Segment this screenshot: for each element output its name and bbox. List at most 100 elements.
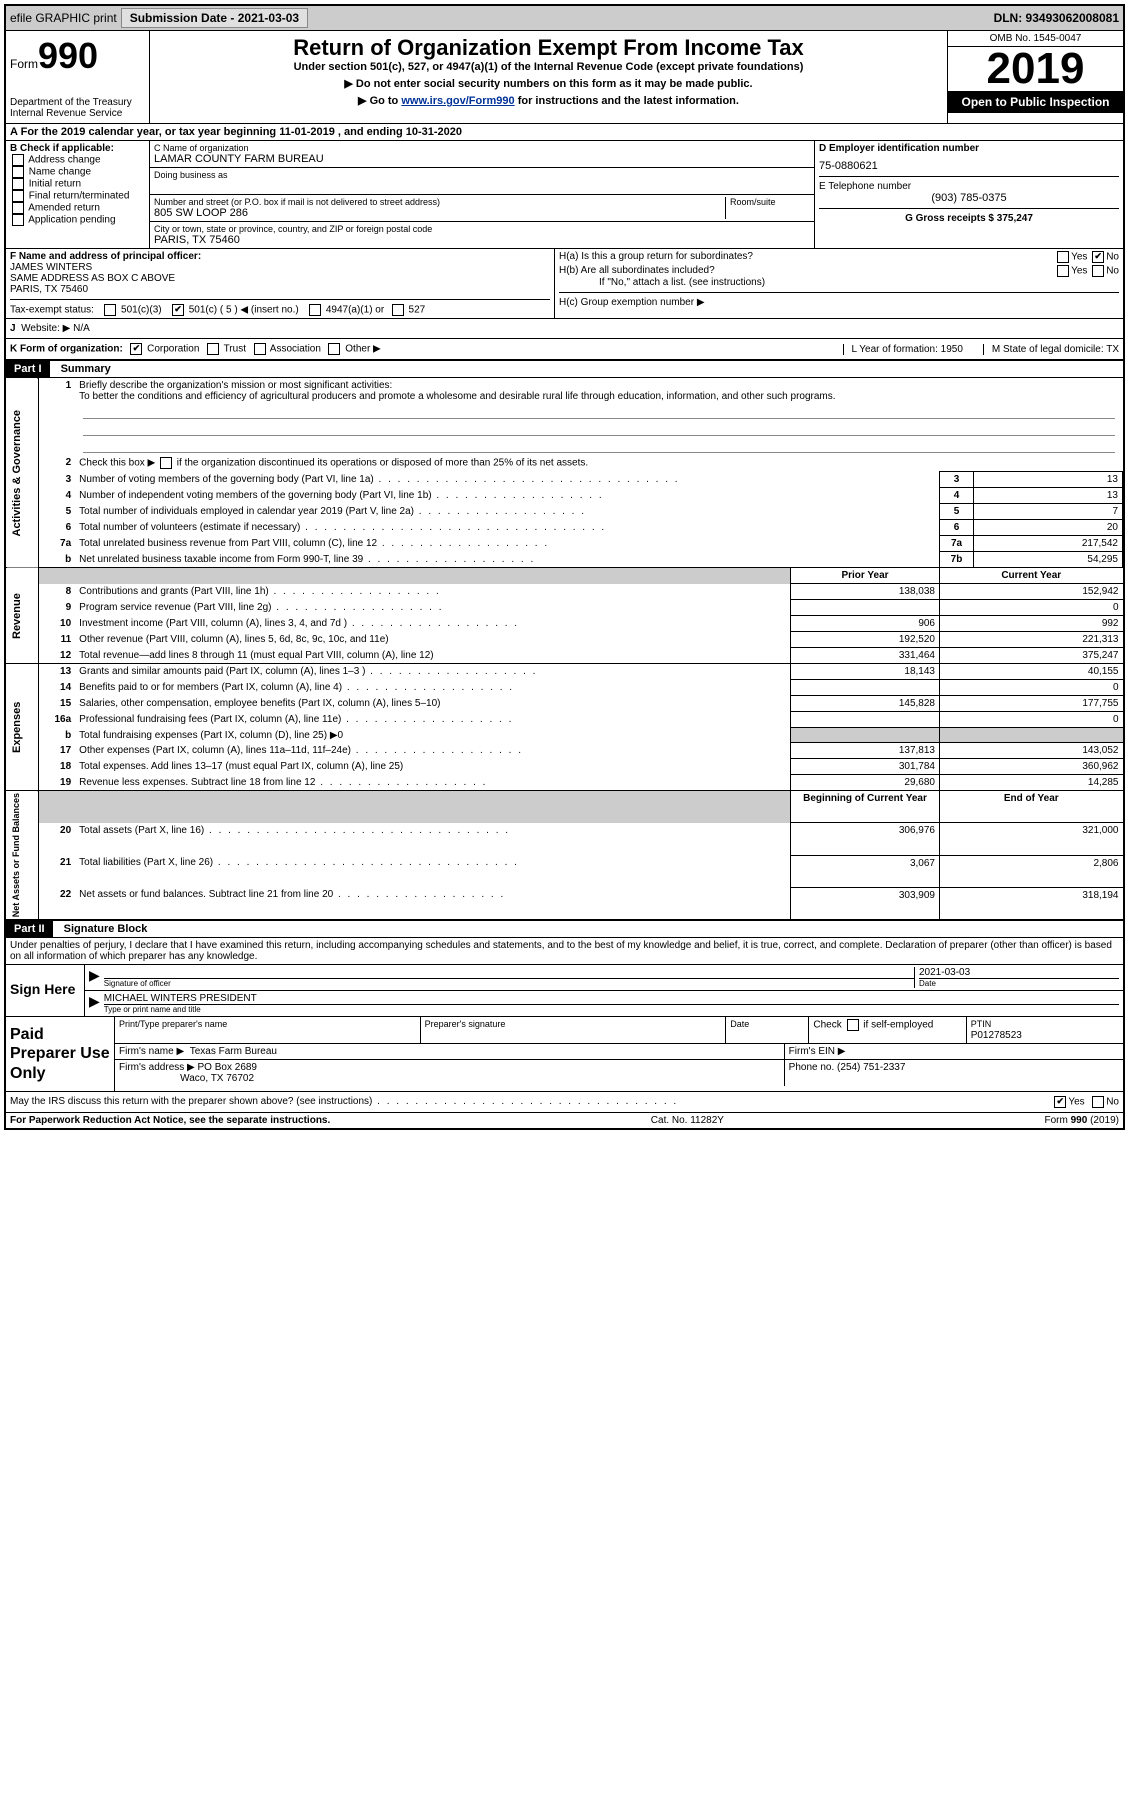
open-public-badge: Open to Public Inspection <box>948 91 1123 113</box>
form-prefix: Form <box>10 57 38 71</box>
cb-assoc[interactable] <box>254 343 266 355</box>
cb-ha-yes[interactable] <box>1057 251 1069 263</box>
cb-discuss-yes[interactable] <box>1054 1096 1066 1108</box>
firm-addr2: Waco, TX 76702 <box>180 1073 254 1084</box>
current-year-header: Current Year <box>940 568 1123 584</box>
addr-street: 805 SW LOOP 286 <box>154 207 725 219</box>
cb-address-change[interactable] <box>12 154 24 166</box>
footer: For Paperwork Reduction Act Notice, see … <box>6 1112 1123 1128</box>
officer-printed-name: MICHAEL WINTERS PRESIDENT <box>104 993 1119 1004</box>
part1-bar: Part I Summary <box>6 360 1123 378</box>
gross-receipts: G Gross receipts $ 375,247 <box>819 213 1119 224</box>
cb-other[interactable] <box>328 343 340 355</box>
part2-title: Signature Block <box>56 923 148 935</box>
form-title: Return of Organization Exempt From Incom… <box>154 35 943 61</box>
ptin-value: P01278523 <box>971 1030 1022 1041</box>
cb-4947[interactable] <box>309 304 321 316</box>
part2-label: Part II <box>6 921 53 937</box>
hc-label: H(c) Group exemption number ▶ <box>559 292 1119 308</box>
form-id-box: Form990 Department of the Treasury Inter… <box>6 31 150 123</box>
sign-block: Sign Here ▶ Signature of officer 2021-03… <box>6 964 1123 1016</box>
cb-name-change[interactable] <box>12 166 24 178</box>
form-container: efile GRAPHIC print Submission Date - 20… <box>4 4 1125 1130</box>
cb-hb-no[interactable] <box>1092 265 1104 277</box>
firm-phone: Phone no. (254) 751-2337 <box>789 1062 906 1073</box>
row-j: J Website: ▶ N/A <box>6 319 1123 339</box>
submission-date-button[interactable]: Submission Date - 2021-03-03 <box>121 8 308 28</box>
prior-year-header: Prior Year <box>791 568 940 584</box>
tax-exempt-label: Tax-exempt status: <box>10 305 94 316</box>
org-name-label: C Name of organization <box>154 143 810 153</box>
cb-527[interactable] <box>392 304 404 316</box>
toolbar: efile GRAPHIC print Submission Date - 20… <box>6 6 1123 31</box>
paperwork-notice: For Paperwork Reduction Act Notice, see … <box>10 1115 330 1126</box>
discuss-text: May the IRS discuss this return with the… <box>10 1096 678 1108</box>
firm-addr1: PO Box 2689 <box>198 1062 257 1073</box>
arrow-icon: ▶ <box>89 993 100 1014</box>
cb-initial-return[interactable] <box>12 178 24 190</box>
ein-value: 75-0880621 <box>819 160 1119 172</box>
cb-trust[interactable] <box>207 343 219 355</box>
cb-501c3[interactable] <box>104 304 116 316</box>
cb-ha-no[interactable] <box>1092 251 1104 263</box>
city-value: PARIS, TX 75460 <box>154 234 810 246</box>
efile-label: efile GRAPHIC print <box>10 11 117 25</box>
cb-amended[interactable] <box>12 202 24 214</box>
phone-value: (903) 785-0375 <box>819 192 1119 204</box>
cb-discontinued[interactable] <box>160 457 172 469</box>
irs-link[interactable]: www.irs.gov/Form990 <box>401 95 514 107</box>
part2-bar: Part II Signature Block <box>6 920 1123 938</box>
box-c: C Name of organization LAMAR COUNTY FARM… <box>150 141 815 248</box>
hb-label: H(b) Are all subordinates included? <box>559 265 715 277</box>
q1-label: Briefly describe the organization's miss… <box>79 380 392 391</box>
officer-name: JAMES WINTERS <box>10 262 550 273</box>
row-klm: K Form of organization: Corporation Trus… <box>6 339 1123 360</box>
box-de: D Employer identification number 75-0880… <box>815 141 1123 248</box>
part1-label: Part I <box>6 361 50 377</box>
cat-no: Cat. No. 11282Y <box>651 1115 724 1126</box>
website-label: Website: ▶ <box>21 323 70 334</box>
part1-title: Summary <box>53 363 111 375</box>
instr-ssn: ▶ Do not enter social security numbers o… <box>154 77 943 90</box>
cb-final-return[interactable] <box>12 190 24 202</box>
officer-label: F Name and address of principal officer: <box>10 251 550 262</box>
arrow-icon: ▶ <box>89 967 100 988</box>
form-subtitle: Under section 501(c), 527, or 4947(a)(1)… <box>154 61 943 73</box>
tab-expenses: Expenses <box>6 664 38 791</box>
sig-date: 2021-03-03 <box>919 967 1119 978</box>
cb-501c[interactable] <box>172 304 184 316</box>
cb-self-employed[interactable] <box>847 1019 859 1031</box>
paid-preparer-label: Paid Preparer Use Only <box>6 1017 115 1091</box>
title-box: Return of Organization Exempt From Incom… <box>150 31 947 123</box>
sig-date-label: Date <box>919 978 1119 988</box>
dln-label: DLN: 93493062008081 <box>994 11 1119 25</box>
sign-here-label: Sign Here <box>6 965 85 1016</box>
sig-officer-label: Signature of officer <box>104 978 914 988</box>
cb-discuss-no[interactable] <box>1092 1096 1104 1108</box>
summary-table: Activities & Governance 1 Briefly descri… <box>6 378 1123 920</box>
room-label: Room/suite <box>730 197 810 207</box>
firm-name: Texas Farm Bureau <box>190 1046 277 1057</box>
printed-name-label: Type or print name and title <box>104 1004 1119 1014</box>
paid-preparer-block: Paid Preparer Use Only Print/Type prepar… <box>6 1016 1123 1091</box>
cb-hb-yes[interactable] <box>1057 265 1069 277</box>
box-f: F Name and address of principal officer:… <box>6 249 555 318</box>
mission-text: To better the conditions and efficiency … <box>79 391 835 402</box>
ha-label: H(a) Is this a group return for subordin… <box>559 251 753 263</box>
year-box: OMB No. 1545-0047 2019 Open to Public In… <box>947 31 1123 123</box>
penalty-text: Under penalties of perjury, I declare th… <box>6 938 1123 964</box>
officer-addr1: SAME ADDRESS AS BOX C ABOVE <box>10 273 550 284</box>
cb-application-pending[interactable] <box>12 214 24 226</box>
dept-treasury: Department of the Treasury <box>10 97 145 108</box>
form-version: Form 990 (2019) <box>1045 1115 1119 1126</box>
year-formation: L Year of formation: 1950 <box>843 344 963 355</box>
box-b: B Check if applicable: Address change Na… <box>6 141 150 248</box>
website-value: N/A <box>73 323 90 334</box>
cb-corp[interactable] <box>130 343 142 355</box>
discuss-row: May the IRS discuss this return with the… <box>6 1091 1123 1112</box>
beginning-year-header: Beginning of Current Year <box>791 791 940 823</box>
officer-addr2: PARIS, TX 75460 <box>10 284 550 295</box>
tab-revenue: Revenue <box>6 568 38 664</box>
org-name: LAMAR COUNTY FARM BUREAU <box>154 153 810 165</box>
form-number: 990 <box>38 35 98 76</box>
